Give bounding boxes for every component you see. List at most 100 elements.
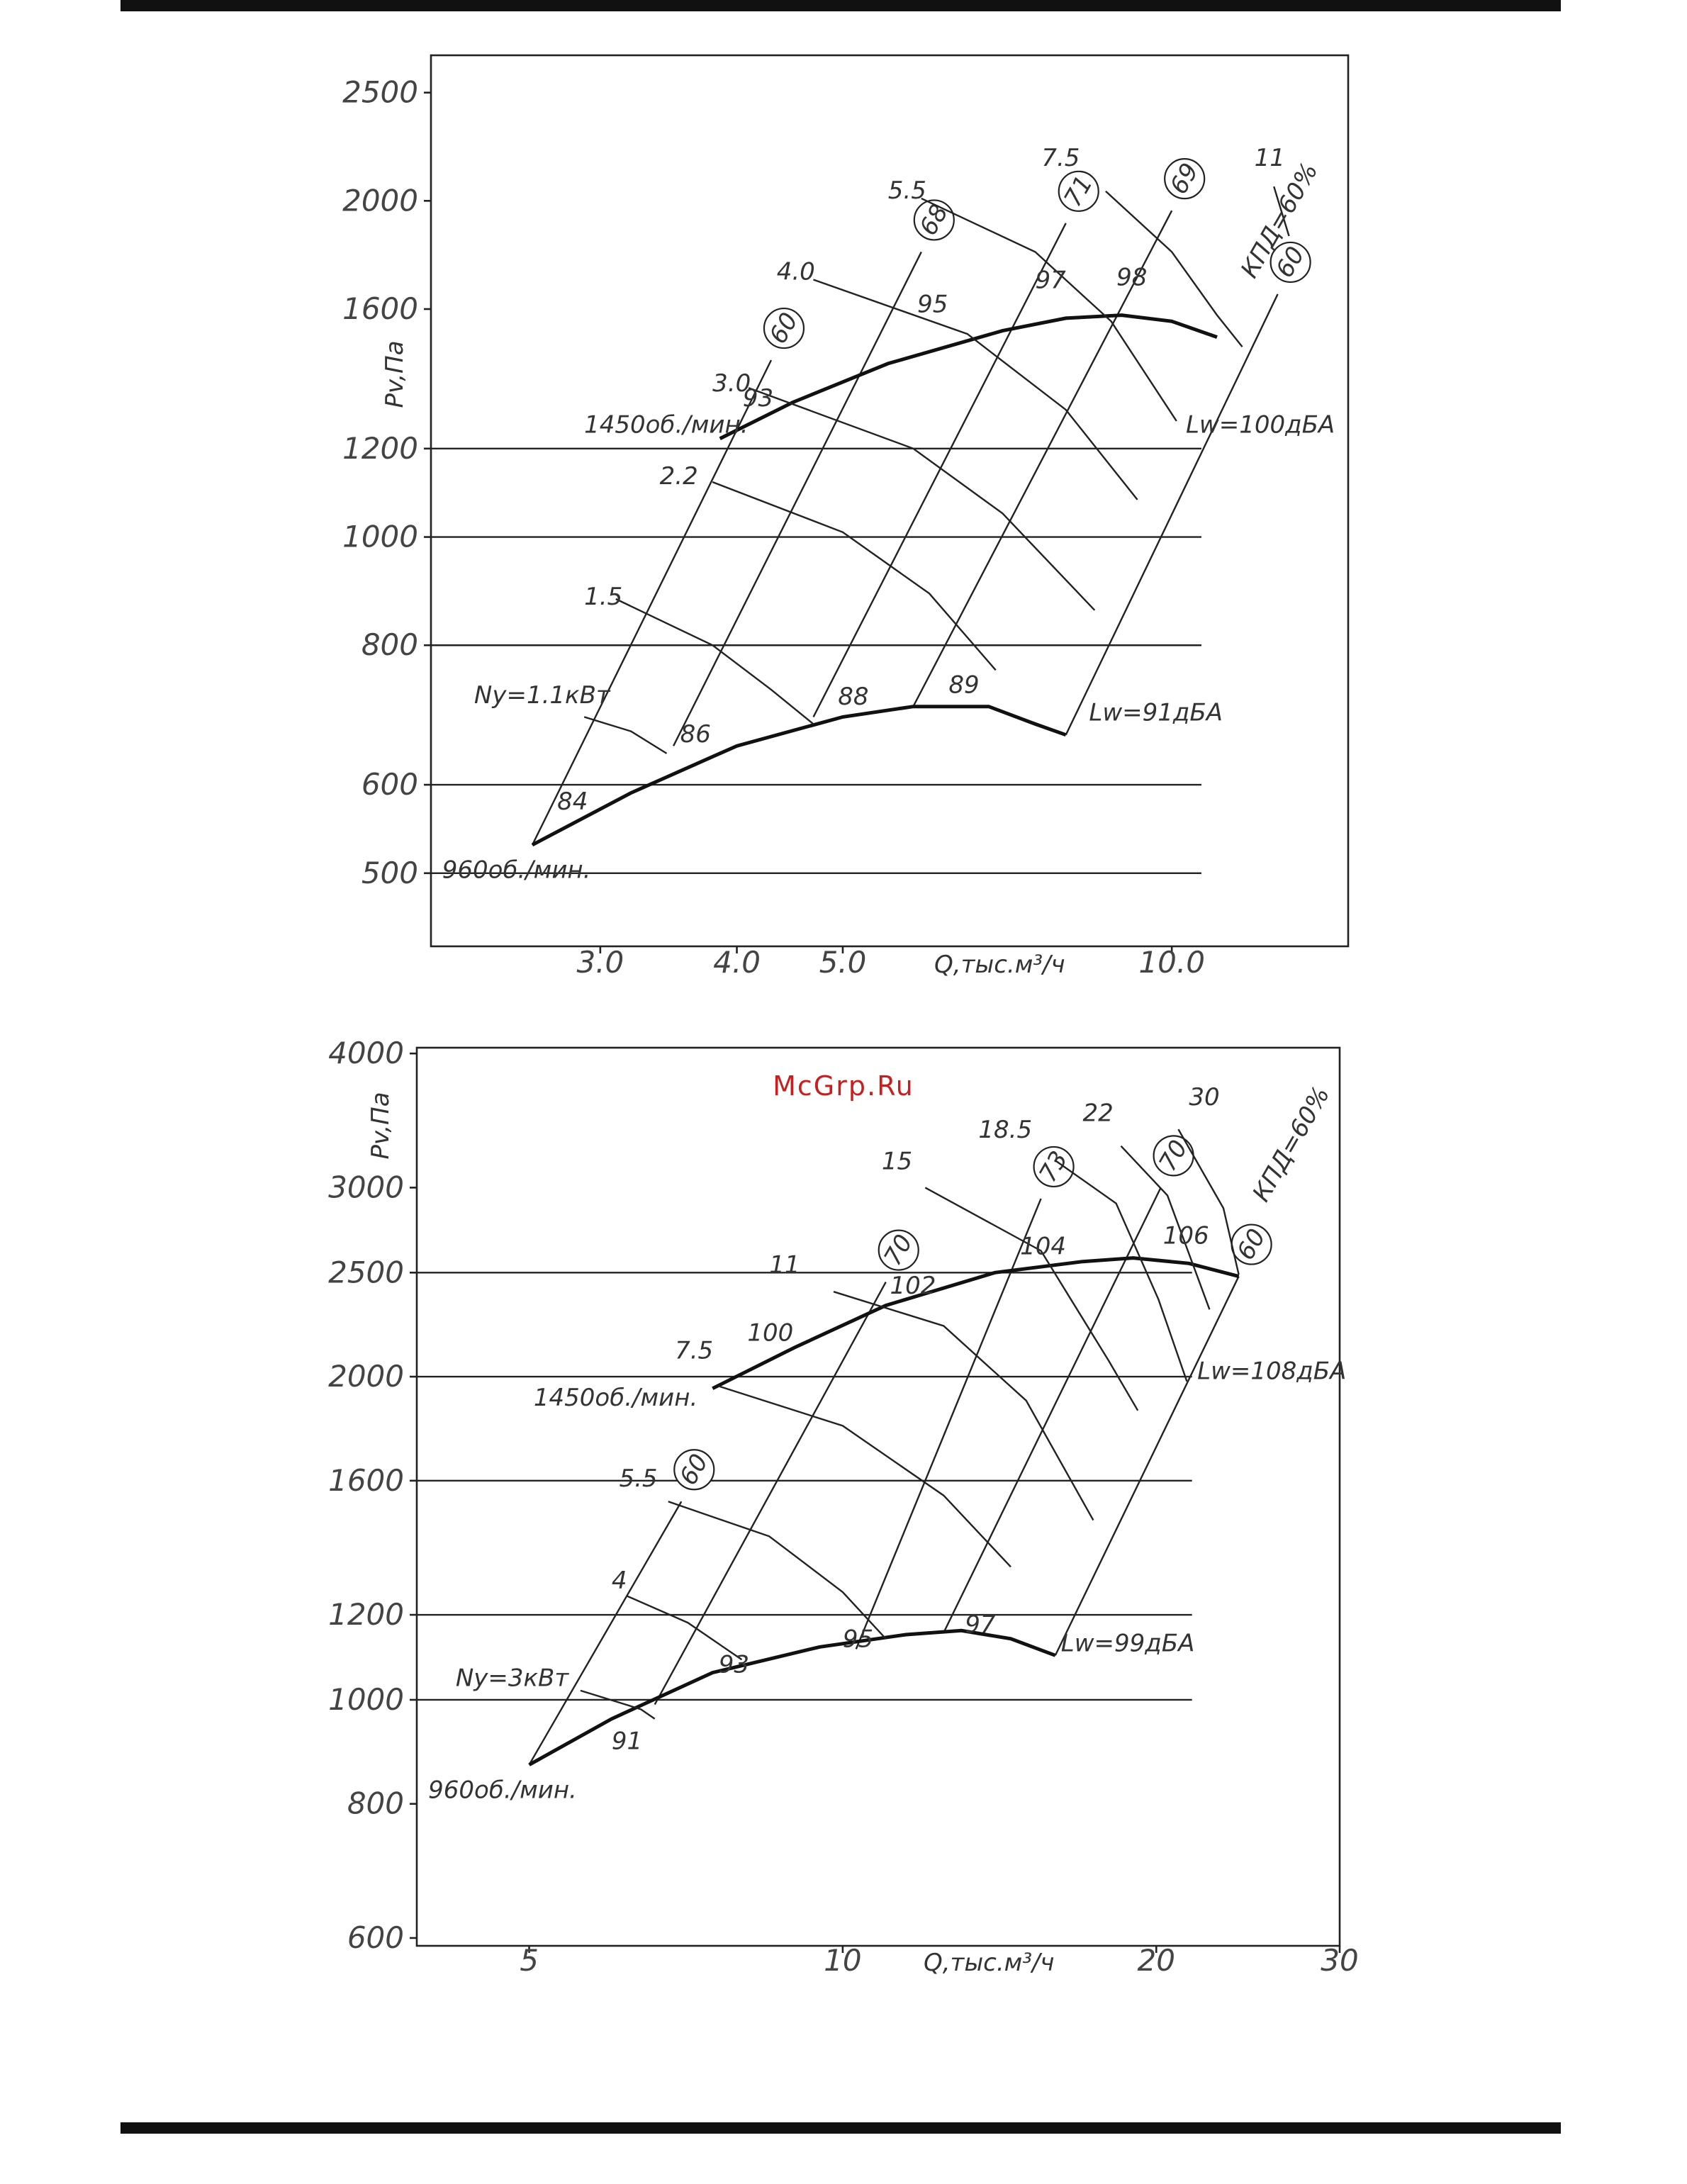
y-tick-label: 2500 [342,75,418,110]
annotation-label: 7.5 [1041,144,1080,172]
noise-level-label: 104 [1020,1233,1066,1261]
annotation-label: 11 [1255,144,1285,172]
annotation-label: 15 [882,1148,912,1176]
power-curve [1273,186,1290,237]
noise-level-label: 95 [843,1625,873,1653]
speed-curve [719,313,1218,440]
noise-level-label: 86 [680,720,711,749]
annotation-label: 960об./мин. [442,856,591,885]
noise-level-label: 95 [917,290,948,318]
power-curve [718,1385,1011,1568]
noise-level-label: 97 [1036,267,1067,295]
annotation-label: 30 [1189,1083,1219,1111]
y-tick-label: 1000 [342,520,418,554]
x-tick-label: 5 [520,1943,539,1978]
noise-level-label: 93 [743,384,773,413]
speed-curve [712,1256,1240,1390]
x-axis-label: Q,тыс.м³/ч [924,1949,1055,1977]
plot-frame [430,54,1350,948]
x-tick-label: 10.0 [1138,945,1205,980]
annotation-label: 4 [612,1567,627,1595]
efficiency-line [654,1282,887,1706]
annotation-label: Lw=108дБА [1197,1357,1346,1385]
power-curve [712,481,997,671]
x-tick-label: 30 [1321,1943,1358,1978]
annotation-label: Lw=99дБА [1061,1629,1195,1657]
efficiency-badge [1270,241,1311,284]
power-curve [1177,1129,1240,1275]
annotation-label: Ny=1.1кВт [474,681,611,710]
y-tick-label: 3000 [328,1170,404,1204]
noise-level-label: 100 [747,1318,793,1347]
annotation-label: 5.5 [888,177,926,205]
plot-frame [415,1046,1341,1947]
annotation-label: 11 [769,1250,800,1279]
y-tick-label: 1600 [342,291,418,326]
annotation-label: 5.5 [619,1465,657,1493]
annotation-label: 1.5 [584,583,622,611]
power-curve [921,197,1177,422]
annotation-label: 3.0 [712,369,751,398]
power-curve [668,1501,887,1640]
annotation-label: 1450об./мин. [534,1384,697,1412]
speed-curve [531,705,1067,847]
power-curve [583,716,668,754]
y-tick-label: 2000 [328,1359,404,1394]
efficiency-badge [1058,170,1099,212]
bottom-border-bar [120,2122,1561,2134]
power-curve [924,1187,1139,1411]
x-tick-label: 5.0 [819,945,867,980]
power-curve [1105,190,1243,348]
annotation-label: Lw=91дБА [1089,698,1223,727]
efficiency-badge [763,307,805,349]
x-tick-label: 3.0 [576,945,624,980]
efficiency-badge [673,1449,715,1491]
efficiency-line [943,1187,1162,1633]
annotation-label: 22 [1083,1099,1114,1128]
noise-level-label: 84 [557,788,588,816]
efficiency-line [528,1501,683,1766]
y-tick-label: 1200 [328,1597,404,1632]
efficiency-line [673,251,922,746]
x-tick-label: 20 [1138,1943,1175,1978]
power-curve [833,1291,1094,1521]
annotation-label: 4.0 [777,258,815,286]
watermark: McGrp.Ru [773,1070,914,1102]
efficiency-badge [878,1229,919,1271]
noise-level-label: 106 [1163,1221,1209,1250]
power-curve [1120,1145,1211,1310]
noise-level-label: 97 [965,1611,996,1639]
noise-level-label: 89 [948,671,979,700]
efficiency-line [1054,1276,1240,1656]
y-tick-label: 1200 [342,431,418,466]
noise-level-label: 98 [1116,264,1147,292]
x-tick-label: 4.0 [713,945,761,980]
power-curve [1055,1160,1188,1382]
x-axis-label: Q,тыс.м³/ч [934,951,1065,979]
power-curve [748,387,1096,611]
power-curve [615,598,814,725]
x-tick-label: 10 [824,1943,861,1978]
fan-chart-1450rpm-lower: 600 800 1000 1200 1600 2000 2500 3000 4000 5 10 20 3… [328,1036,1359,1978]
y-tick-label: 800 [347,1786,404,1821]
efficiency-line [531,359,773,846]
annotation-label: 960об./мин. [428,1776,577,1805]
annotation-label: 1450об./мин. [584,410,748,439]
efficiency-line [1065,293,1279,736]
efficiency-badge [1164,158,1206,200]
y-axis-label: Pv,Па [366,1092,395,1159]
y-tick-label: 4000 [328,1036,404,1070]
y-tick-label: 2000 [342,183,418,218]
y-tick-label: 1000 [328,1682,404,1717]
annotation-label: 18.5 [978,1116,1032,1144]
y-tick-label: 2500 [328,1255,404,1289]
y-tick-label: 600 [362,767,418,802]
y-axis-label: Pv,Па [381,340,409,408]
efficiency-line [855,1198,1042,1650]
noise-level-label: 91 [612,1727,642,1755]
annotation-label: Lw=100дБА [1186,410,1335,439]
annotation-label: 2.2 [660,462,698,491]
y-tick-label: 800 [362,627,418,662]
annotation-label: Ny=3кВт [456,1664,570,1693]
